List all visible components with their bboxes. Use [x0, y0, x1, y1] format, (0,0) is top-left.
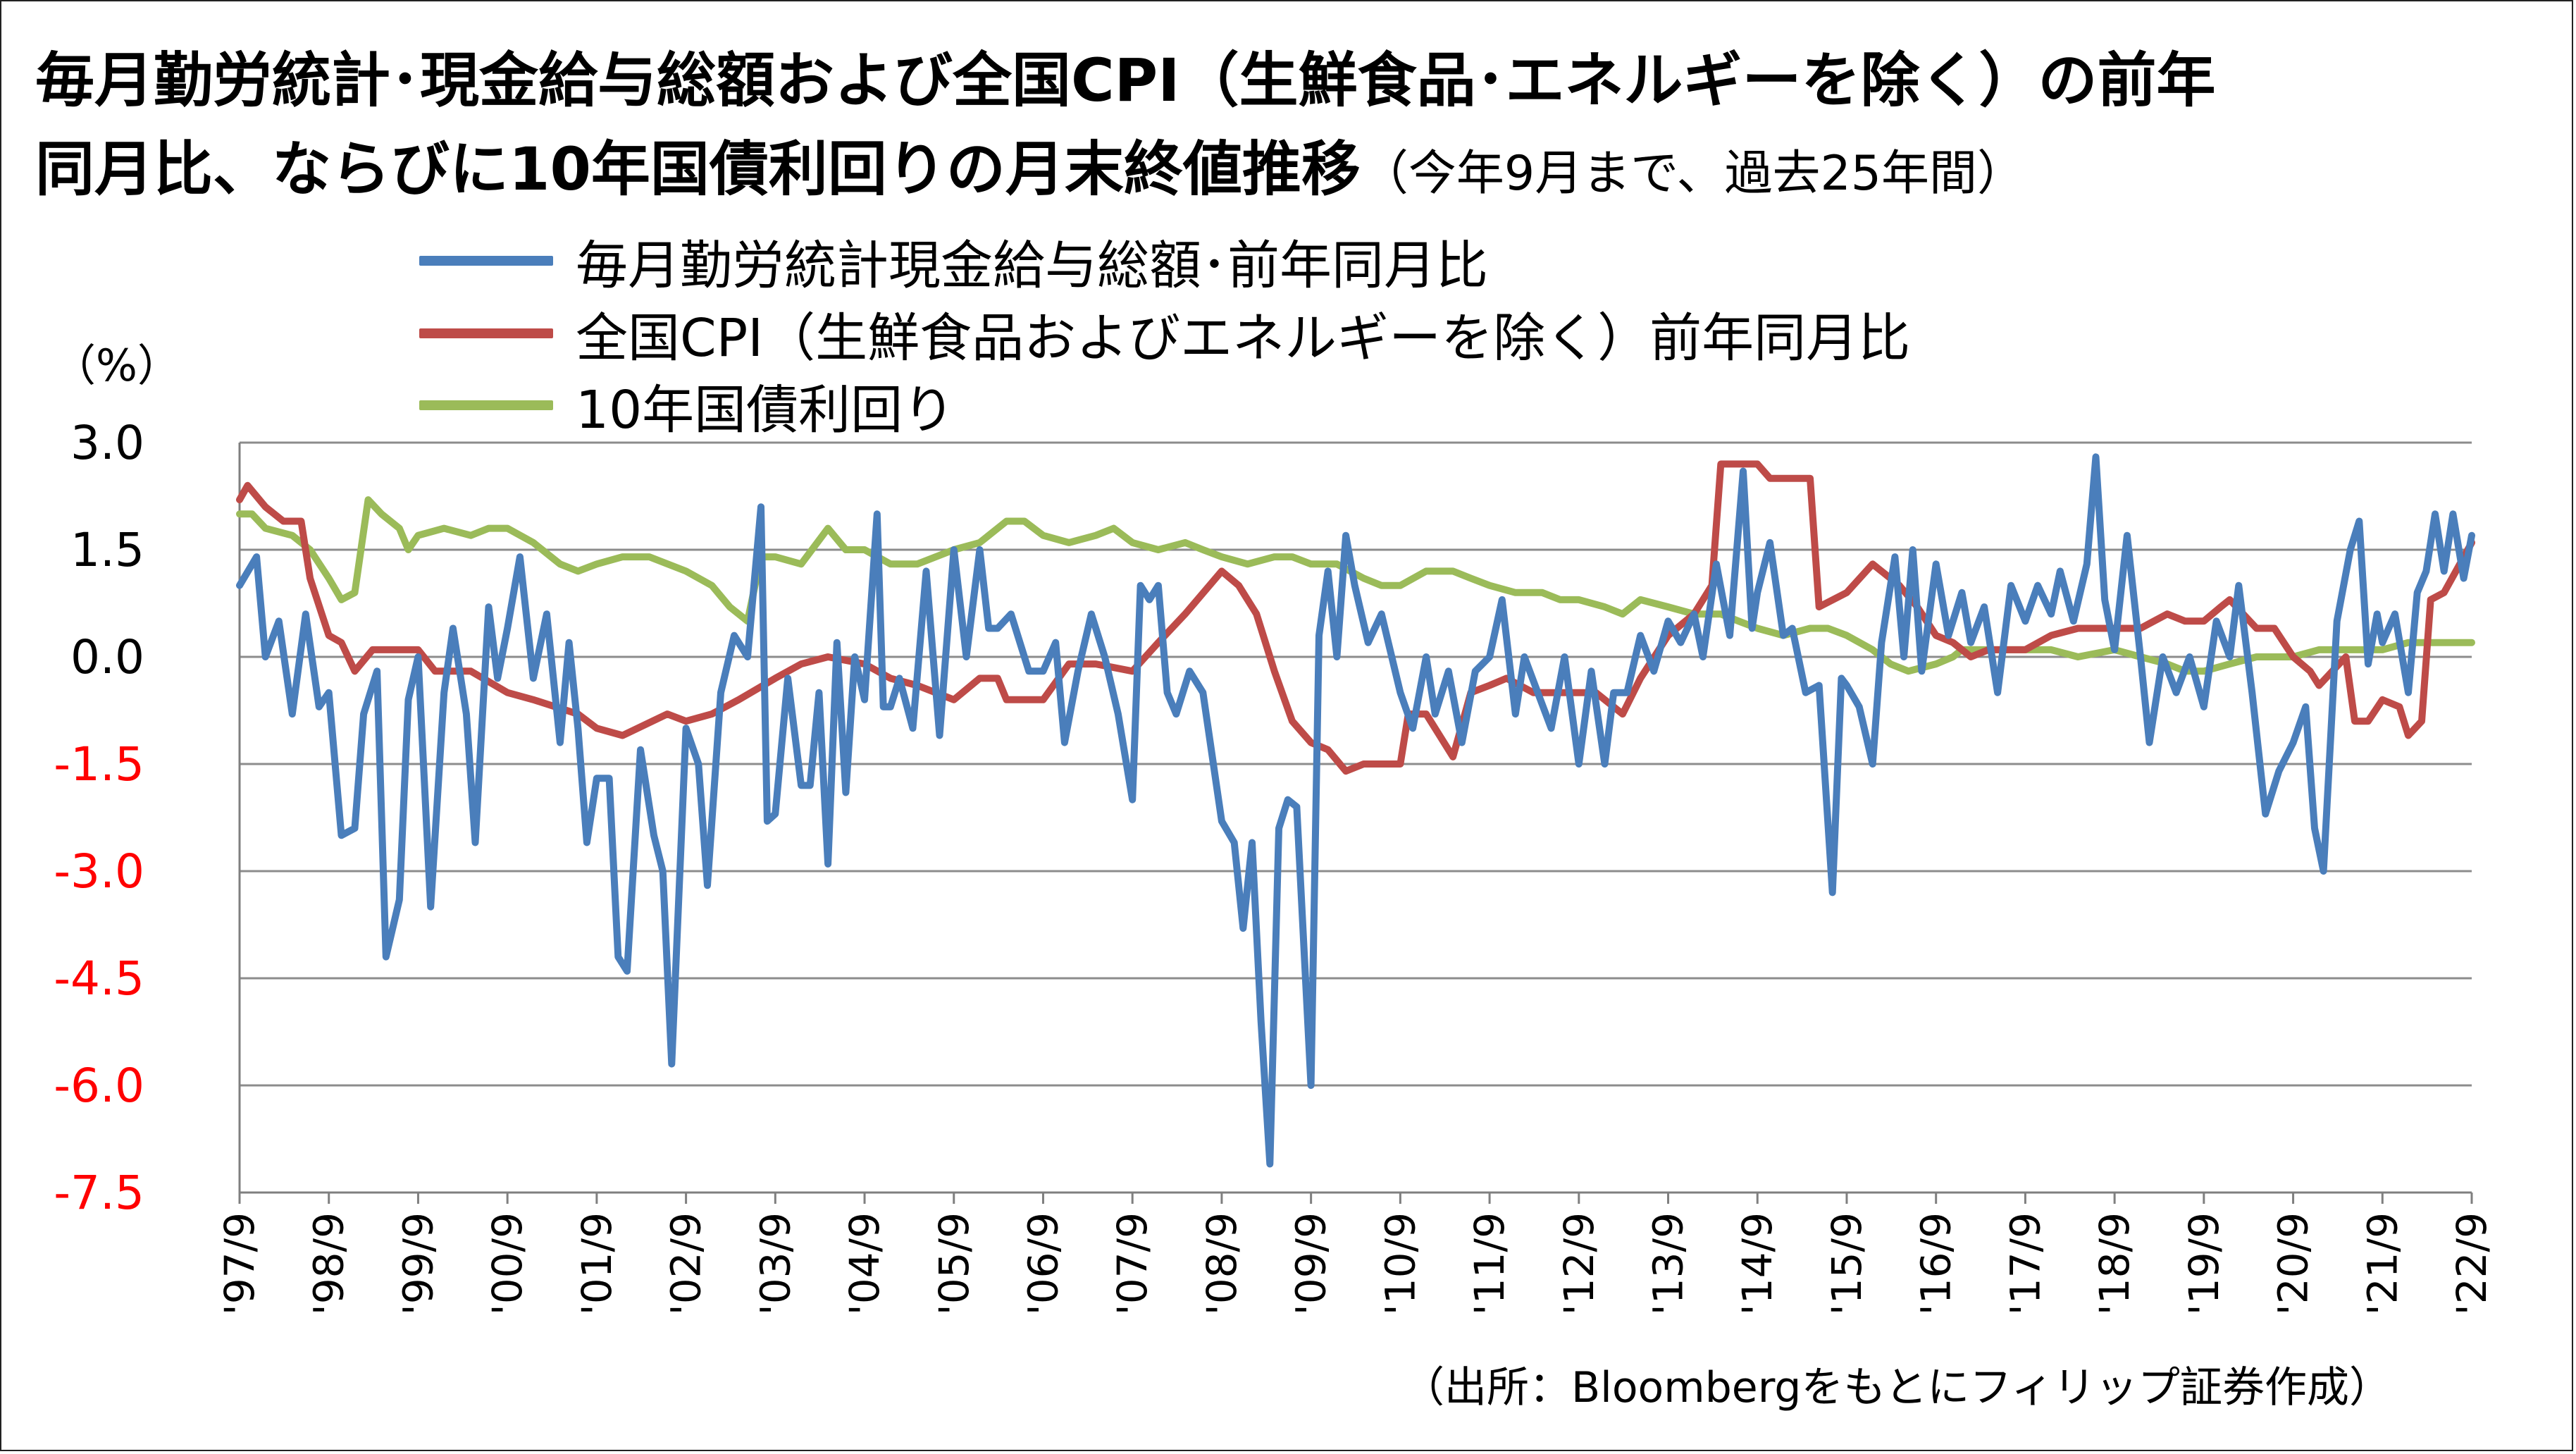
- x-tick-label: '21/9: [2358, 1212, 2406, 1315]
- x-tick-label: '08/9: [1198, 1212, 1246, 1315]
- x-tick-label: '97/9: [216, 1212, 264, 1315]
- y-tick-label: -3.0: [54, 844, 144, 899]
- legend-swatch-cpi: [419, 328, 553, 338]
- x-tick-label: '12/9: [1555, 1212, 1603, 1315]
- y-tick-labels: 3.0 1.5 0.0 -1.5 -3.0 -4.5 -6.0 -7.5: [54, 416, 144, 1220]
- x-tick-label: '03/9: [751, 1212, 799, 1315]
- legend-swatch-jgb: [419, 400, 553, 410]
- x-tick-labels: '97/9 '98/9 '99/9 '00/9 '01/9 '02/9 '03/9 '04/9…: [216, 1212, 2496, 1315]
- x-tick-label: '02/9: [662, 1212, 710, 1315]
- x-tick-label: '10/9: [1376, 1212, 1424, 1315]
- y-tick-label: -1.5: [54, 737, 144, 791]
- x-tick-label: '17/9: [2001, 1212, 2049, 1315]
- chart-title-line2-note: （今年9月まで、過去25年間）: [1360, 146, 2025, 202]
- chart-title-line2-main: 同月比、ならびに10年国債利回りの月末終値推移: [35, 135, 1361, 204]
- x-tick-label: '13/9: [1645, 1212, 1692, 1315]
- y-tick-label: 3.0: [70, 416, 144, 470]
- x-tick-label: '18/9: [2091, 1212, 2138, 1315]
- x-tick-label: '16/9: [1912, 1212, 1960, 1315]
- x-tick-label: '19/9: [2180, 1212, 2228, 1315]
- x-tick-label: '11/9: [1466, 1212, 1513, 1315]
- x-tick-label: '06/9: [1019, 1212, 1067, 1315]
- legend-item-cpi: 全国CPI（生鮮食品およびエネルギーを除く）前年同月比: [419, 302, 1910, 369]
- axis-layer: [238, 443, 2473, 1204]
- legend-item-wage: 毎月勤労統計現金給与総額･前年同月比: [419, 229, 1488, 296]
- legend-swatch-wage: [419, 256, 553, 266]
- x-tick-label: '98/9: [305, 1212, 353, 1315]
- y-tick-label: 1.5: [70, 523, 144, 577]
- y-tick-label: -7.5: [54, 1166, 144, 1220]
- x-tick-label: '20/9: [2270, 1212, 2317, 1315]
- x-tick-label: '22/9: [2448, 1212, 2496, 1315]
- series-layer: [236, 453, 2475, 1168]
- source-note: （出所：Bloombergをもとにフィリップ証券作成）: [1402, 1363, 2391, 1412]
- y-tick-label: 0.0: [70, 630, 144, 684]
- series-line-cpi: [236, 460, 2475, 775]
- x-tick-label: '05/9: [930, 1212, 978, 1315]
- x-tick-label: '14/9: [1733, 1212, 1781, 1315]
- legend-item-jgb: 10年国債利回り: [419, 374, 955, 440]
- y-tick-label: -4.5: [54, 951, 144, 1006]
- x-tick-label: '07/9: [1108, 1212, 1156, 1315]
- legend-label-wage: 毎月勤労統計現金給与総額･前年同月比: [576, 235, 1488, 296]
- x-tick-label: '04/9: [841, 1212, 888, 1315]
- chart-title-line2: 同月比、ならびに10年国債利回りの月末終値推移（今年9月まで、過去25年間）: [35, 140, 2025, 199]
- x-tick-label: '01/9: [573, 1212, 621, 1315]
- series-line-jgb: [236, 496, 2475, 675]
- y-axis-unit-label: （%）: [52, 340, 181, 391]
- x-tick-label: '15/9: [1823, 1212, 1871, 1315]
- x-tick-label: '00/9: [483, 1212, 531, 1315]
- grid-layer: [240, 441, 2472, 1194]
- y-tick-label: -6.0: [54, 1059, 144, 1113]
- chart-title-line1: 毎月勤労統計･現金給与総額および全国CPI（生鮮食品･エネルギーを除く）の前年: [35, 46, 2216, 115]
- x-tick-label: '99/9: [394, 1212, 442, 1315]
- x-tick-label: '09/9: [1287, 1212, 1335, 1315]
- legend-label-cpi: 全国CPI（生鮮食品およびエネルギーを除く）前年同月比: [576, 307, 1911, 369]
- legend-label-jgb: 10年国債利回り: [576, 379, 955, 440]
- series-line-wage: [236, 453, 2475, 1168]
